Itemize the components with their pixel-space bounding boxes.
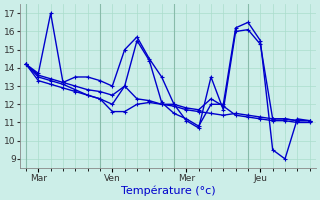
X-axis label: Température (°c): Température (°c) — [121, 185, 215, 196]
